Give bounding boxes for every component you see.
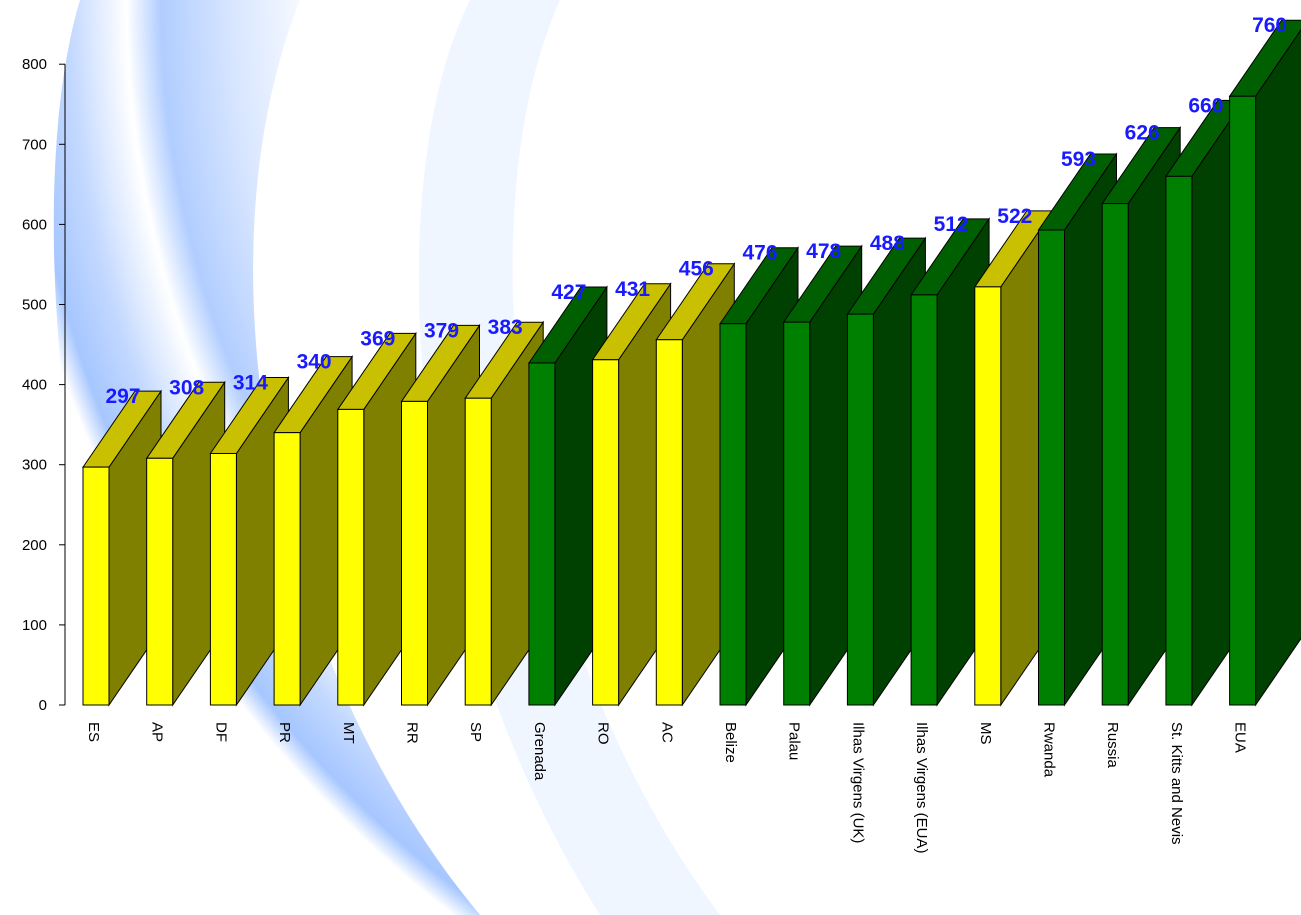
category-label: Ilhas Virgens (EUA) — [913, 722, 930, 853]
category-label: Ilhas Virgens (UK) — [849, 722, 866, 843]
bar-front — [1229, 95, 1257, 706]
bar-front — [974, 286, 1002, 706]
y-tick-label: 500 — [22, 297, 47, 314]
bar-front — [1101, 203, 1129, 706]
bar-front — [464, 397, 492, 706]
category-label: PR — [276, 722, 293, 743]
category-label: St. Kitts and Nevis — [1168, 722, 1185, 845]
y-tick-label: 600 — [22, 216, 47, 233]
data-label: 488 — [870, 232, 905, 255]
bar-front — [655, 339, 683, 706]
data-label: 340 — [297, 351, 332, 374]
category-label: MS — [977, 722, 994, 745]
bar-front — [528, 362, 556, 706]
data-label: 476 — [742, 242, 777, 265]
y-tick-label: 700 — [22, 136, 47, 153]
data-label: 379 — [424, 319, 459, 342]
data-label: 660 — [1188, 94, 1223, 117]
y-tick-label: 800 — [22, 56, 47, 73]
category-label: SP — [467, 722, 484, 742]
category-label: RO — [595, 722, 612, 745]
category-label: RR — [404, 722, 421, 744]
bar-front — [146, 457, 174, 706]
bar-front — [82, 466, 110, 706]
bar-front — [846, 313, 874, 706]
category-label: MT — [340, 722, 357, 744]
data-label: 369 — [360, 327, 395, 350]
bar-front — [1038, 229, 1065, 706]
data-label: 512 — [934, 213, 969, 236]
data-label: 522 — [997, 205, 1032, 228]
data-labels: 297 308 314 340 369 379 383 427 431 456 476 478 488 5… — [105, 14, 1287, 408]
data-label: 626 — [1125, 122, 1160, 145]
category-label: EUA — [1232, 722, 1249, 753]
y-axis: 0 100 200 300 400 500 600 700 800 — [22, 56, 66, 714]
y-tick-label: 400 — [22, 377, 47, 394]
data-label: 456 — [679, 258, 714, 281]
bar-front — [401, 400, 428, 706]
bar-front — [1165, 175, 1193, 706]
category-label: Grenada — [531, 722, 548, 781]
category-label: AP — [149, 722, 166, 742]
category-label: Rwanda — [1041, 722, 1058, 778]
data-label: 431 — [615, 278, 650, 301]
bar-front — [337, 408, 365, 706]
bar-front — [592, 359, 620, 706]
data-label: 593 — [1061, 148, 1096, 171]
category-label: AC — [658, 722, 675, 743]
category-label: Russia — [1104, 722, 1121, 769]
y-tick-label: 100 — [22, 617, 47, 634]
bar-front — [910, 294, 938, 706]
bar-front — [783, 321, 811, 706]
category-label: Palau — [786, 722, 803, 760]
y-tick-label: 200 — [22, 537, 47, 554]
bar-side — [1255, 29, 1301, 707]
bar-front — [209, 452, 237, 706]
bar-front — [273, 432, 301, 706]
data-label: 427 — [551, 281, 586, 304]
y-tick-label: 300 — [22, 457, 47, 474]
bar — [1228, 19, 1301, 707]
data-label: 760 — [1252, 14, 1287, 37]
category-label: DF — [212, 722, 229, 742]
data-label: 308 — [169, 376, 204, 399]
data-label: 314 — [233, 371, 268, 394]
x-axis-labels: ES AP DF PR MT RR SP Grenada RO AC Belize Palau Ilha… — [85, 722, 1249, 853]
bar-front — [719, 323, 747, 706]
category-label: ES — [85, 722, 102, 742]
data-label: 297 — [105, 385, 140, 408]
data-label: 478 — [806, 240, 841, 263]
category-label: Belize — [722, 722, 739, 763]
y-tick-label: 0 — [39, 697, 47, 714]
bars — [82, 19, 1301, 707]
data-label: 383 — [488, 316, 523, 339]
